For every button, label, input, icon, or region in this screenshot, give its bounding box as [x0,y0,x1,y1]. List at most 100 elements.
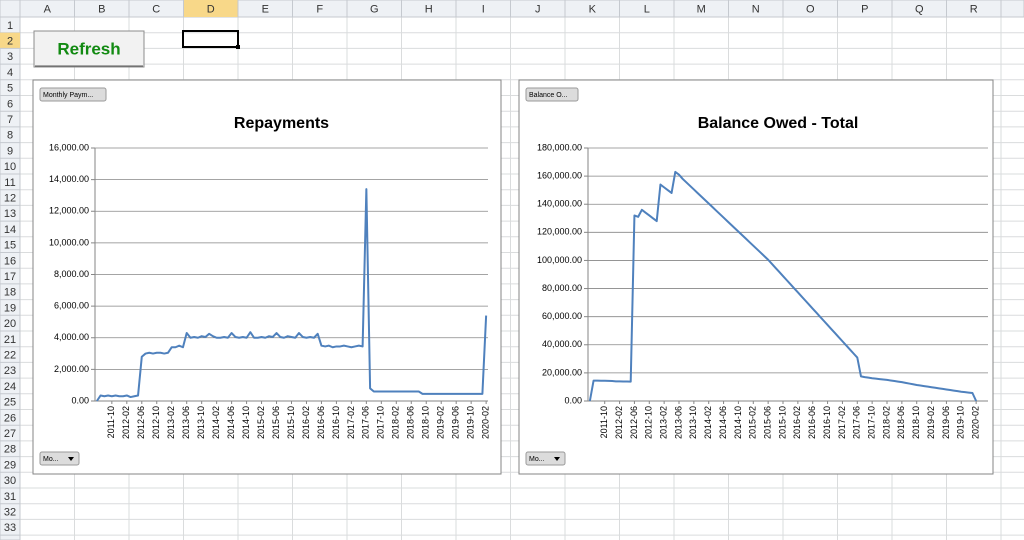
row-header[interactable]: 33 [4,522,16,534]
row-header[interactable]: 12 [4,192,16,204]
x-tick-label: 2018-10 [421,406,431,439]
row-header[interactable]: 17 [4,271,16,283]
column-header[interactable]: Q [915,3,924,15]
column-header[interactable]: I [482,3,485,15]
x-tick-label: 2012-10 [151,406,161,439]
field-button[interactable] [39,87,107,102]
y-tick-label: 2,000.00 [54,364,89,374]
row-header[interactable]: 2 [7,35,13,47]
row-header[interactable]: 26 [4,412,16,424]
x-tick-label: 2011-10 [599,406,609,438]
column-header[interactable]: A [44,3,52,15]
row-header[interactable]: 5 [7,83,13,95]
column-header[interactable]: M [697,3,706,15]
row-header[interactable]: 7 [7,114,13,126]
field-button[interactable] [525,451,566,466]
row-header[interactable]: 16 [4,255,16,267]
dropdown-arrow[interactable] [554,457,560,461]
row-header[interactable]: 11 [4,177,15,189]
y-tick-label: 160,000.00 [537,170,582,180]
x-tick-label: 2012-06 [629,406,639,439]
row-header[interactable]: 25 [4,397,16,409]
row-header[interactable]: 18 [4,287,16,299]
column-header[interactable]: P [861,3,868,15]
field-button[interactable] [39,451,80,466]
row-header[interactable]: 32 [4,506,16,518]
row-header[interactable]: 31 [4,491,16,503]
row-header[interactable]: 9 [7,145,13,157]
chart-area[interactable] [32,79,502,475]
row-header[interactable]: 24 [4,381,16,393]
chart: Balance O... Mo... Balance Owed - Total 0.0… [518,79,994,475]
row-header[interactable]: 1 [7,20,13,32]
chart-area[interactable] [518,79,994,475]
selected-row-header [0,32,20,49]
column-header[interactable]: B [98,3,105,15]
row-header[interactable]: 22 [4,349,16,361]
row-header[interactable]: 10 [4,161,16,173]
refresh-button[interactable]: Refresh [33,30,145,68]
x-tick-label: 2018-10 [911,406,921,439]
row-header[interactable]: 28 [4,444,16,456]
x-tick-label: 2015-06 [763,406,773,439]
x-tick-label: 2013-10 [688,406,698,439]
y-tick-label: 14,000.00 [49,174,89,184]
y-tick-label: 60,000.00 [542,311,582,321]
column-header[interactable]: L [644,3,650,15]
column-header[interactable]: C [152,3,160,15]
x-tick-label: 2012-06 [136,406,146,439]
row-header[interactable]: 3 [7,51,13,63]
x-tick-label: 2018-02 [881,406,891,439]
field-button-label[interactable]: Balance O... [529,92,568,99]
row-header[interactable]: 13 [4,208,16,220]
x-tick-label: 2015-06 [271,406,281,439]
x-tick-label: 2019-02 [436,406,446,439]
row-header[interactable]: 4 [7,67,13,79]
x-tick-label: 2020-02 [971,406,981,439]
column-header[interactable]: F [316,3,323,15]
row-header[interactable]: 30 [4,475,16,487]
column-header[interactable]: K [589,3,597,15]
field-button[interactable] [525,87,579,102]
chart-title: Balance Owed - Total [698,115,859,132]
row-header[interactable]: 15 [4,240,16,252]
y-tick-label: 20,000.00 [542,367,582,377]
x-tick-label: 2012-02 [614,406,624,439]
x-tick-label: 2019-06 [941,406,951,439]
x-tick-label: 2013-06 [673,406,683,439]
y-tick-label: 0.00 [71,395,89,405]
row-header[interactable]: 6 [7,98,13,110]
x-tick-label: 2013-06 [181,406,191,439]
column-header[interactable]: D [207,3,215,15]
field-button-label[interactable]: Mo... [43,456,59,463]
column-header[interactable]: R [970,3,978,15]
fill-handle[interactable] [236,45,240,49]
column-header[interactable]: O [806,3,815,15]
dropdown-arrow[interactable] [68,457,74,461]
row-header[interactable]: 23 [4,365,16,377]
row-header[interactable]: 21 [4,334,16,346]
column-header[interactable]: G [370,3,379,15]
y-tick-label: 140,000.00 [537,199,582,209]
column-header[interactable]: N [752,3,760,15]
button-label[interactable]: Refresh [57,39,120,58]
column-header[interactable]: H [425,3,433,15]
y-tick-label: 40,000.00 [542,339,582,349]
button-face[interactable] [33,30,145,68]
y-tick-label: 100,000.00 [537,255,582,265]
row-header[interactable]: 8 [7,130,13,142]
row-header[interactable]: 14 [4,224,16,236]
y-tick-label: 0.00 [564,395,582,405]
row-header[interactable]: 20 [4,318,16,330]
row-header[interactable]: 27 [4,428,16,440]
field-button-label[interactable]: Monthly Paym... [43,92,93,99]
selected-cell[interactable] [182,30,239,48]
y-tick-label: 180,000.00 [537,142,582,152]
row-header[interactable]: 29 [4,459,16,471]
x-tick-label: 2013-02 [166,406,176,439]
column-header[interactable]: J [535,3,541,15]
column-header[interactable]: E [262,3,269,15]
x-tick-label: 2018-02 [391,406,401,439]
row-header[interactable]: 19 [4,302,16,314]
field-button-label[interactable]: Mo... [529,456,545,463]
